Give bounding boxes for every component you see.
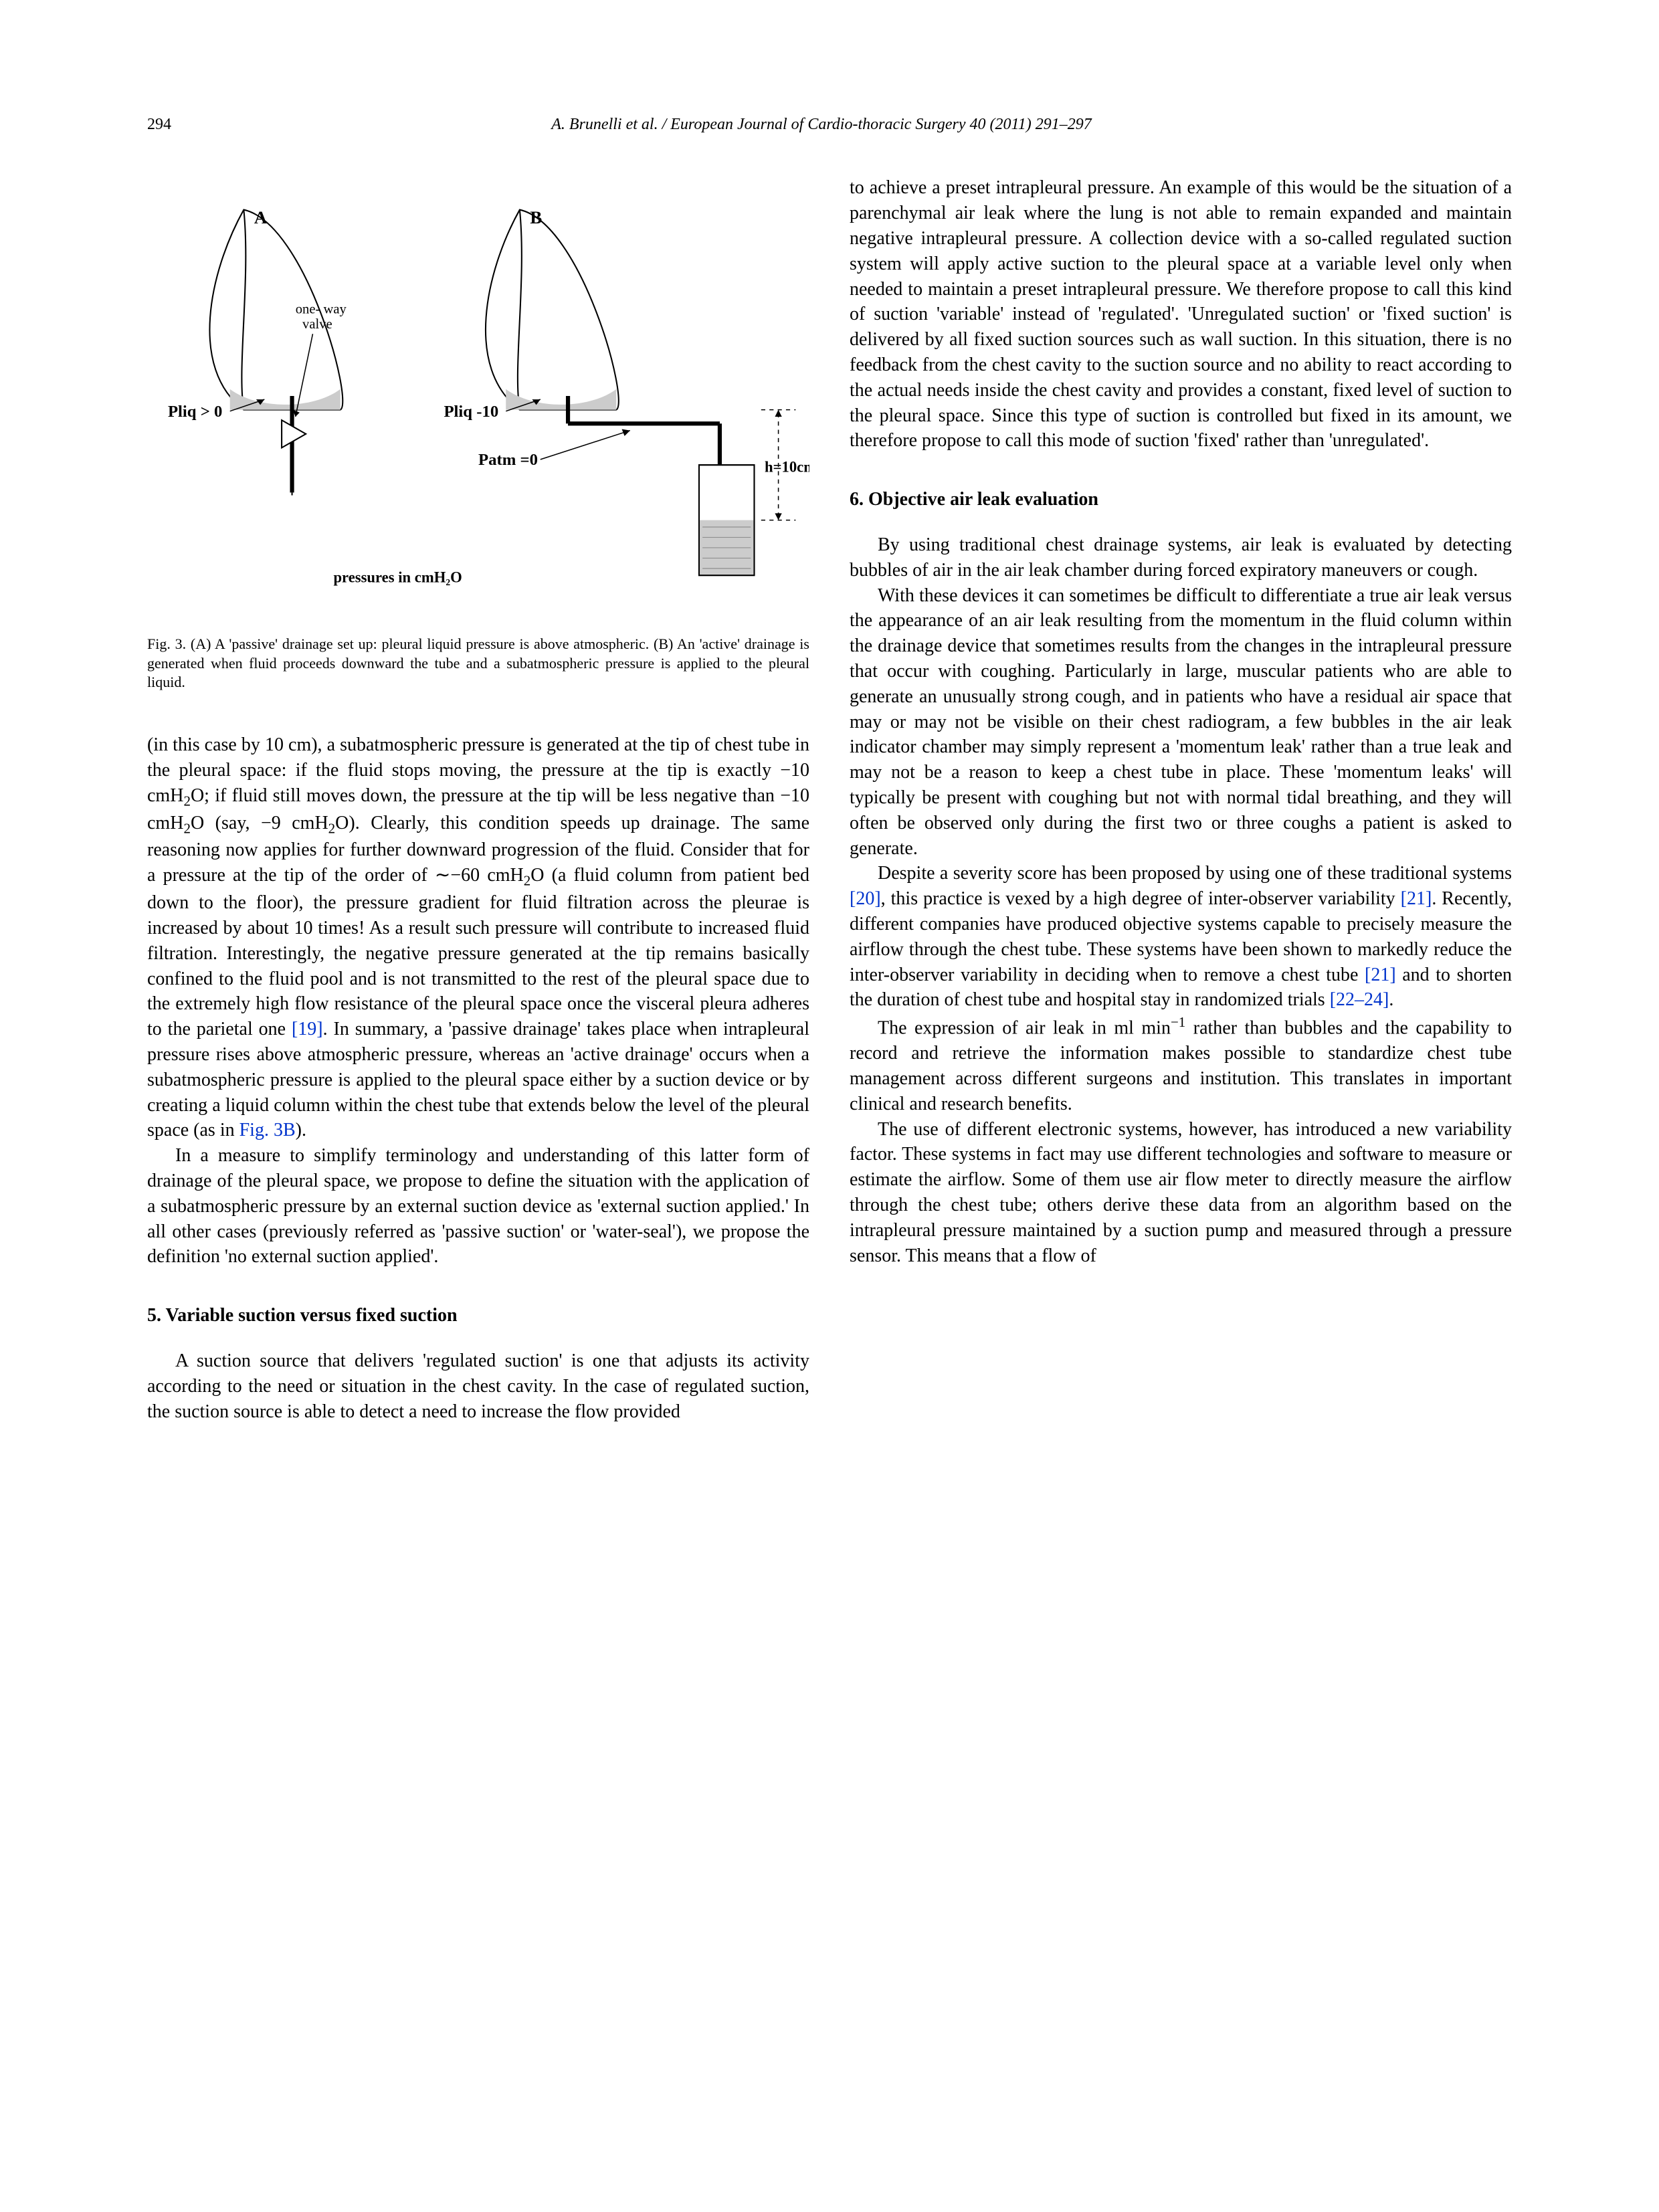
right-body-text: to achieve a preset intrapleural pressur… <box>850 175 1512 1268</box>
fig-label-a: A <box>254 208 268 228</box>
running-head: A. Brunelli et al. / European Journal of… <box>551 114 1091 135</box>
fig-label-b: B <box>530 208 542 228</box>
section-6-heading: 6. Objective air leak evaluation <box>850 487 1512 512</box>
left-para-3: A suction source that delivers 'regulate… <box>147 1348 809 1424</box>
patm-label: Patm =0 <box>478 451 538 470</box>
right-para-3: With these devices it can sometimes be d… <box>850 583 1512 862</box>
right-para-1: to achieve a preset intrapleural pressur… <box>850 175 1512 454</box>
page-header: 294 A. Brunelli et al. / European Journa… <box>147 114 1512 135</box>
figure-3-caption: Fig. 3. (A) A 'passive' drainage set up:… <box>147 635 809 692</box>
valve-label-line1: one- way <box>296 302 347 317</box>
right-para-2: By using traditional chest drainage syst… <box>850 532 1512 583</box>
right-para-4: Despite a severity score has been propos… <box>850 861 1512 1013</box>
right-para-5: The expression of air leak in ml min−1 r… <box>850 1013 1512 1117</box>
fig-3b-ref[interactable]: Fig. 3B <box>239 1120 296 1140</box>
pliq-a-label: Pliq > 0 <box>168 403 223 421</box>
right-column: to achieve a preset intrapleural pressur… <box>850 175 1512 1424</box>
page-number: 294 <box>147 114 171 135</box>
left-body-text: (in this case by 10 cm), a subatmospheri… <box>147 732 809 1424</box>
ref-19[interactable]: [19] <box>292 1019 323 1039</box>
figure-3: A one- way valve Pliq > 0 <box>147 175 809 692</box>
ref-21b[interactable]: [21] <box>1365 965 1396 985</box>
left-para-2: In a measure to simplify terminology and… <box>147 1143 809 1270</box>
ref-21a[interactable]: [21] <box>1401 888 1432 909</box>
figure-3-svg: A one- way valve Pliq > 0 <box>147 175 809 617</box>
ref-22-24[interactable]: [22–24] <box>1330 989 1389 1010</box>
h-label: h=10cm <box>765 459 809 476</box>
pliq-b-label: Pliq -10 <box>444 403 498 421</box>
right-para-6: The use of different electronic systems,… <box>850 1117 1512 1269</box>
units-label: pressures in cmH₂O <box>333 569 462 586</box>
ref-20[interactable]: [20] <box>850 888 881 909</box>
left-para-1: (in this case by 10 cm), a subatmospheri… <box>147 732 809 1143</box>
section-5-heading: 5. Variable suction versus fixed suction <box>147 1303 809 1328</box>
two-column-layout: A one- way valve Pliq > 0 <box>147 175 1512 1424</box>
valve-label-line2: valve <box>302 317 332 332</box>
left-column: A one- way valve Pliq > 0 <box>147 175 809 1424</box>
